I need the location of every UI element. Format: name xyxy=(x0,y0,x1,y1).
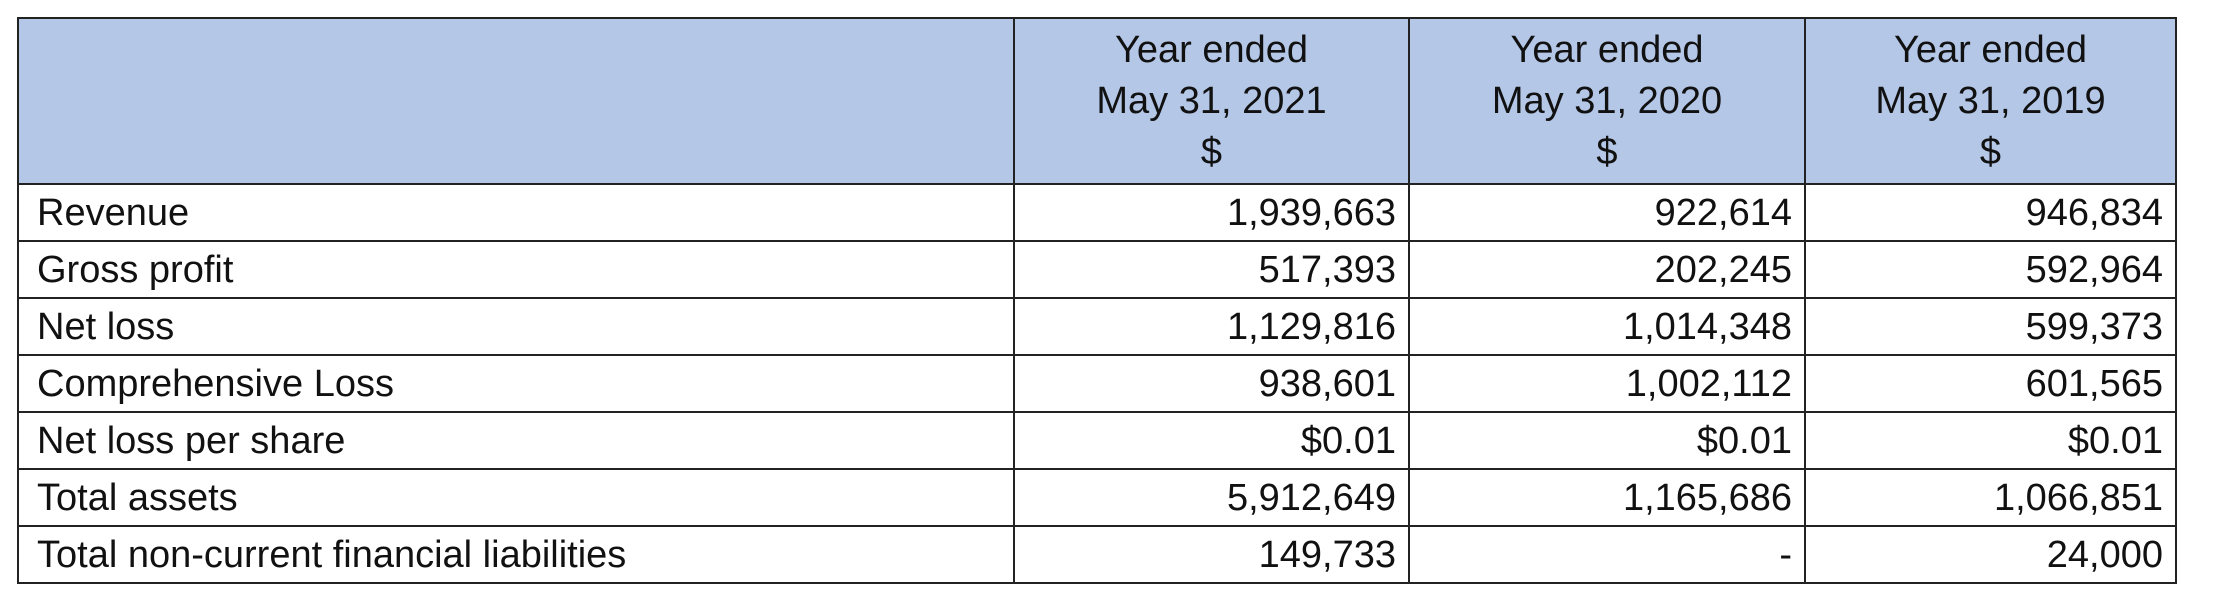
value-cell: 1,002,112 xyxy=(1408,354,1806,413)
table-row: Comprehensive Loss 938,601 1,002,112 601,56… xyxy=(17,354,2177,413)
value-cell: 5,912,649 xyxy=(1013,468,1410,527)
header-line: May 31, 2021 xyxy=(1096,79,1327,122)
value-cell: 922,614 xyxy=(1408,183,1806,242)
value-cell: 938,601 xyxy=(1013,354,1410,413)
header-cell: Year ended May 31, 2021 $ xyxy=(1013,17,1410,185)
row-label: Comprehensive Loss xyxy=(17,354,1015,413)
value-cell: 202,245 xyxy=(1408,240,1806,299)
value-cell: $0.01 xyxy=(1408,411,1806,470)
value-cell: 592,964 xyxy=(1804,240,2177,299)
table-header: Year ended May 31, 2021 $ Year ended May 31,… xyxy=(17,17,2177,185)
header-line: $ xyxy=(1200,130,1223,173)
row-label: Net loss xyxy=(17,297,1015,356)
header-cell-empty xyxy=(17,17,1015,185)
value-cell: 1,939,663 xyxy=(1013,183,1410,242)
value-cell: 517,393 xyxy=(1013,240,1410,299)
value-cell: 599,373 xyxy=(1804,297,2177,356)
header-line: $ xyxy=(1596,130,1618,173)
value-cell: - xyxy=(1408,525,1806,584)
financial-table: Year ended May 31, 2021 $ Year ended May 31,… xyxy=(17,17,2177,584)
value-cell: 1,129,816 xyxy=(1013,297,1410,356)
value-cell: 1,165,686 xyxy=(1408,468,1806,527)
row-label: Net loss per share xyxy=(17,411,1015,470)
table-row: Net loss 1,129,816 1,014,348 599,373 xyxy=(17,297,2177,356)
header-cell: Year ended May 31, 2019 $ xyxy=(1804,17,2177,185)
value-cell: 149,733 xyxy=(1013,525,1410,584)
row-label: Total assets xyxy=(17,468,1015,527)
value-cell: $0.01 xyxy=(1013,411,1410,470)
table-row: Net loss per share $0.01 $0.01 $0.01 xyxy=(17,411,2177,470)
table-body: Revenue 1,939,663 922,614 946,834 Gross prof… xyxy=(17,183,2177,584)
header-line: Year ended xyxy=(1114,28,1308,71)
value-cell: 946,834 xyxy=(1804,183,2177,242)
table-row: Revenue 1,939,663 922,614 946,834 xyxy=(17,183,2177,242)
value-cell: 601,565 xyxy=(1804,354,2177,413)
header-line: Year ended xyxy=(1510,28,1704,71)
row-label: Total non-current financial liabilities xyxy=(17,525,1015,584)
value-cell: 1,014,348 xyxy=(1408,297,1806,356)
row-label: Gross profit xyxy=(17,240,1015,299)
header-line: Year ended xyxy=(1893,28,2087,71)
header-row: Year ended May 31, 2021 $ Year ended May 31,… xyxy=(17,17,2177,185)
header-line: May 31, 2019 xyxy=(1875,79,2106,122)
value-cell: 24,000 xyxy=(1804,525,2177,584)
table-row: Total assets 5,912,649 1,165,686 1,066,851 xyxy=(17,468,2177,527)
table-row: Gross profit 517,393 202,245 592,964 xyxy=(17,240,2177,299)
header-line: $ xyxy=(1979,130,2002,173)
table-row: Total non-current financial liabilities 1… xyxy=(17,525,2177,584)
value-cell: $0.01 xyxy=(1804,411,2177,470)
row-label: Revenue xyxy=(17,183,1015,242)
header-cell: Year ended May 31, 2020 $ xyxy=(1408,17,1806,185)
header-line: May 31, 2020 xyxy=(1491,79,1723,122)
value-cell: 1,066,851 xyxy=(1804,468,2177,527)
